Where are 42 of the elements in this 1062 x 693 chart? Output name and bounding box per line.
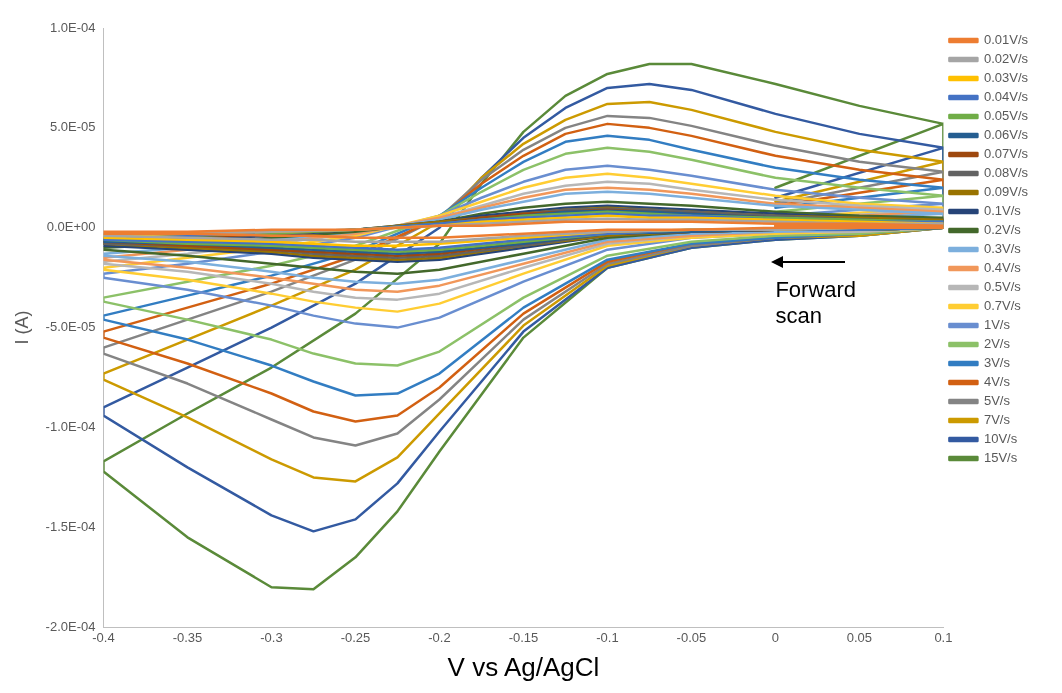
legend-label: 10V/s <box>983 431 1018 447</box>
y-tick-label: -5.0E-05 <box>45 319 96 335</box>
x-tick-label: -0.2 <box>428 629 451 645</box>
x-tick-label: -0.15 <box>508 629 539 645</box>
y-tick-label: 5.0E-05 <box>49 119 96 135</box>
legend-label: 0.05V/s <box>983 108 1029 124</box>
y-axis-title: I (A) <box>11 310 32 345</box>
legend-label: 0.07V/s <box>983 146 1029 162</box>
x-tick-label: -0.3 <box>260 629 283 645</box>
legend-label: 0.7V/s <box>983 298 1022 314</box>
x-tick-label: 0 <box>771 629 780 645</box>
legend-label: 5V/s <box>983 393 1011 409</box>
legend-label: 2V/s <box>983 336 1011 352</box>
legend-label: 0.3V/s <box>983 241 1022 257</box>
legend-label: 0.02V/s <box>983 51 1029 67</box>
x-tick-label: 0.05 <box>846 629 873 645</box>
x-axis-title: V vs Ag/AgCl <box>447 651 600 682</box>
legend-label: 0.06V/s <box>983 127 1029 143</box>
legend-label: 0.2V/s <box>983 222 1022 238</box>
legend-label: 0.09V/s <box>983 184 1029 200</box>
legend-label: 0.03V/s <box>983 70 1029 86</box>
x-tick-label: 0.1 <box>934 629 953 645</box>
legend-label: 1V/s <box>983 317 1011 333</box>
annotation: Forward scan <box>775 276 857 328</box>
legend-label: 0.04V/s <box>983 89 1029 105</box>
x-tick-label: -0.05 <box>676 629 707 645</box>
legend-label: 15V/s <box>983 450 1018 466</box>
x-tick-label: -0.1 <box>596 629 619 645</box>
legend-label: 0.08V/s <box>983 165 1029 181</box>
legend-label: 0.5V/s <box>983 279 1022 295</box>
legend-label: 0.01V/s <box>983 32 1029 48</box>
legend-label: 0.4V/s <box>983 260 1022 276</box>
legend-label: 0.1V/s <box>983 203 1022 219</box>
legend-label: 4V/s <box>983 374 1011 390</box>
y-tick-label: 0.0E+00 <box>46 219 96 235</box>
y-tick-label: 1.0E-04 <box>49 19 96 35</box>
legend-label: 7V/s <box>983 412 1011 428</box>
x-tick-label: -0.25 <box>340 629 371 645</box>
legend-label: 3V/s <box>983 355 1011 371</box>
y-tick-label: -1.5E-04 <box>45 518 96 534</box>
y-tick-label: -1.0E-04 <box>45 419 96 435</box>
x-tick-label: -0.35 <box>172 629 203 645</box>
